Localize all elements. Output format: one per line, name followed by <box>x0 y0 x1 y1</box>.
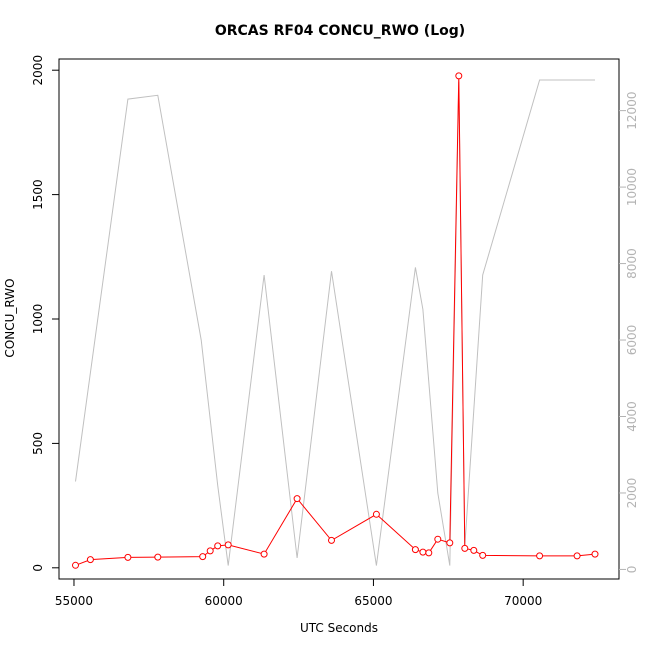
data-point <box>72 561 79 569</box>
data-point <box>461 544 469 552</box>
data-point <box>455 72 463 80</box>
data-point <box>372 510 380 518</box>
data-point <box>199 553 207 561</box>
x-axis-label: UTC Seconds <box>300 621 378 635</box>
x-tick-label: 70000 <box>504 594 542 608</box>
data-point <box>260 550 268 558</box>
axis-layer: 55000 60000 65000 70000 0 500 1000 1500 2000 0 200… <box>31 55 639 608</box>
data-point <box>224 541 232 549</box>
data-point <box>206 547 214 555</box>
data-point <box>154 553 162 561</box>
x-tick-label: 65000 <box>354 594 392 608</box>
x-tick-label: 60000 <box>205 594 243 608</box>
data-point <box>536 552 544 560</box>
data-point <box>573 552 581 560</box>
data-point <box>214 542 222 550</box>
y-tick-label: 1500 <box>31 179 45 210</box>
y-tick-label: 1000 <box>31 304 45 335</box>
data-point <box>419 548 427 556</box>
y2-tick-label: 12000 <box>625 92 639 130</box>
red-series-line <box>75 75 596 566</box>
data-point <box>411 546 419 554</box>
y-axis-label: CONCU_RWO <box>3 278 17 357</box>
data-point <box>591 550 599 558</box>
data-point <box>328 536 335 544</box>
y-tick-label: 2000 <box>31 55 45 86</box>
y2-tick-label: 10000 <box>625 168 639 206</box>
y2-tick-label: 6000 <box>625 325 639 356</box>
y2-tick-label: 8000 <box>625 248 639 279</box>
data-point <box>293 495 301 503</box>
grey-series-line <box>75 79 595 566</box>
x-tick-label: 55000 <box>55 594 93 608</box>
data-point <box>124 553 132 561</box>
y-tick-label: 0 <box>31 564 45 572</box>
y-tick-label: 500 <box>31 432 45 455</box>
y2-tick-label: 4000 <box>625 401 639 432</box>
y2-tick-label: 2000 <box>625 478 639 509</box>
data-point <box>434 535 442 543</box>
series-layer <box>72 72 599 569</box>
data-point <box>470 546 478 554</box>
data-point <box>425 549 433 557</box>
y2-tick-label: 0 <box>625 566 639 574</box>
data-point <box>86 556 94 564</box>
data-point <box>446 539 454 547</box>
data-point <box>479 551 487 559</box>
chart-title: ORCAS RF04 CONCU_RWO (Log) <box>215 23 465 39</box>
